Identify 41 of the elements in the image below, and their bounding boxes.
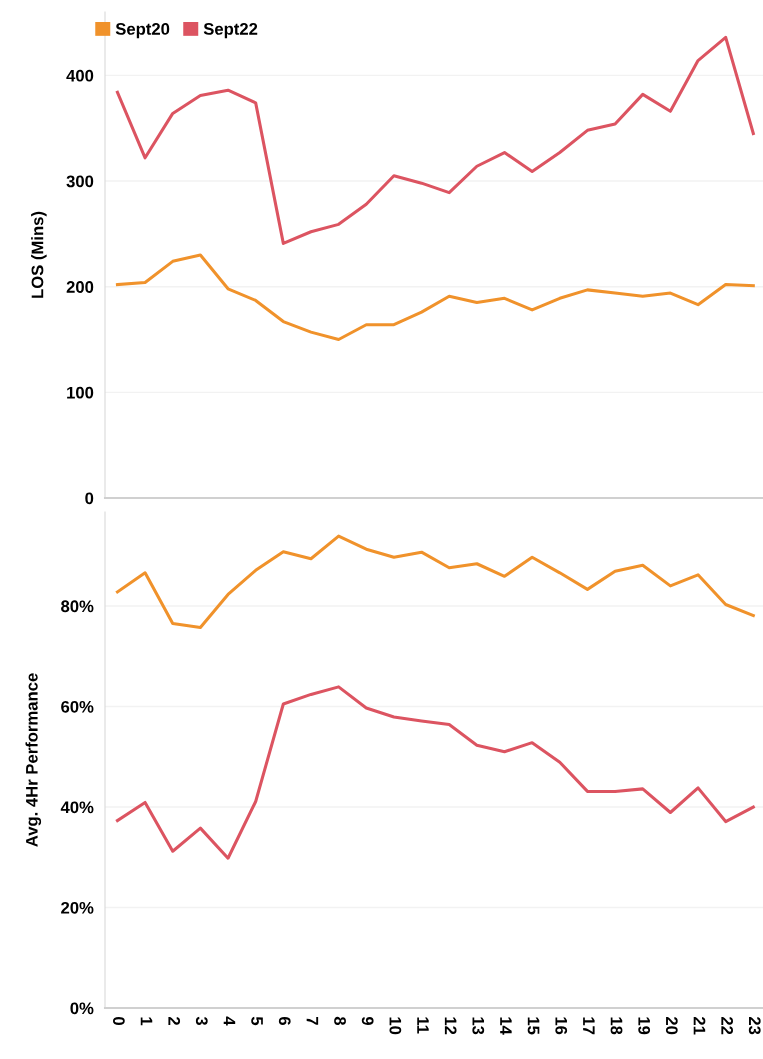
y-tick-label: 100 <box>67 386 94 399</box>
x-tick-label: 12 <box>444 1017 457 1035</box>
y-tick-label: 400 <box>66 69 94 82</box>
y-tick-label: 0 <box>85 492 94 505</box>
x-tick-label: 13 <box>472 1017 485 1035</box>
x-tick-label: 16 <box>555 1017 568 1035</box>
x-tick-label: 18 <box>610 1017 623 1035</box>
line-series <box>115 253 755 342</box>
legend-label: Sept20 <box>115 23 170 39</box>
x-tick-label: 1 <box>140 1017 153 1026</box>
x-tick-label: 8 <box>334 1016 346 1026</box>
legend-label: Sept22 <box>203 23 258 39</box>
x-tick-label: 2 <box>168 1016 181 1025</box>
x-tick-label: 7 <box>306 1017 319 1025</box>
y-tick-label: 300 <box>66 175 94 188</box>
x-tick-label: 15 <box>527 1017 540 1035</box>
x-tick-label: 6 <box>278 1016 291 1025</box>
x-tick-label: 10 <box>389 1017 402 1035</box>
x-tick-label: 5 <box>251 1016 263 1026</box>
y-tick-label: 60% <box>61 700 94 713</box>
x-tick-label: 19 <box>638 1017 651 1035</box>
x-tick-label: 23 <box>748 1016 761 1035</box>
y-tick-label: 40% <box>60 801 94 814</box>
y-tick-label: 80% <box>61 600 94 613</box>
x-tick-label: 4 <box>223 1016 236 1026</box>
x-tick-label: 21 <box>693 1016 706 1035</box>
x-tick-label: 20 <box>665 1016 678 1035</box>
x-tick-label: 11 <box>417 1017 429 1034</box>
y-tick-label: 20% <box>61 901 94 914</box>
x-tick-label: 3 <box>195 1016 208 1025</box>
x-tick-label: 0 <box>112 1016 125 1025</box>
line-series <box>115 534 755 630</box>
line-series <box>115 685 755 860</box>
y-tick-label: 200 <box>66 281 94 293</box>
x-tick-label: 14 <box>500 1017 512 1035</box>
y-axis-title: LOS (Mins) <box>31 211 47 298</box>
y-axis-title: Avg. 4Hr Performance <box>25 673 42 847</box>
x-tick-label: 17 <box>583 1017 595 1035</box>
x-tick-label: 9 <box>361 1016 374 1025</box>
x-tick-label: 22 <box>721 1016 733 1035</box>
y-tick-label: 0% <box>70 1002 94 1015</box>
